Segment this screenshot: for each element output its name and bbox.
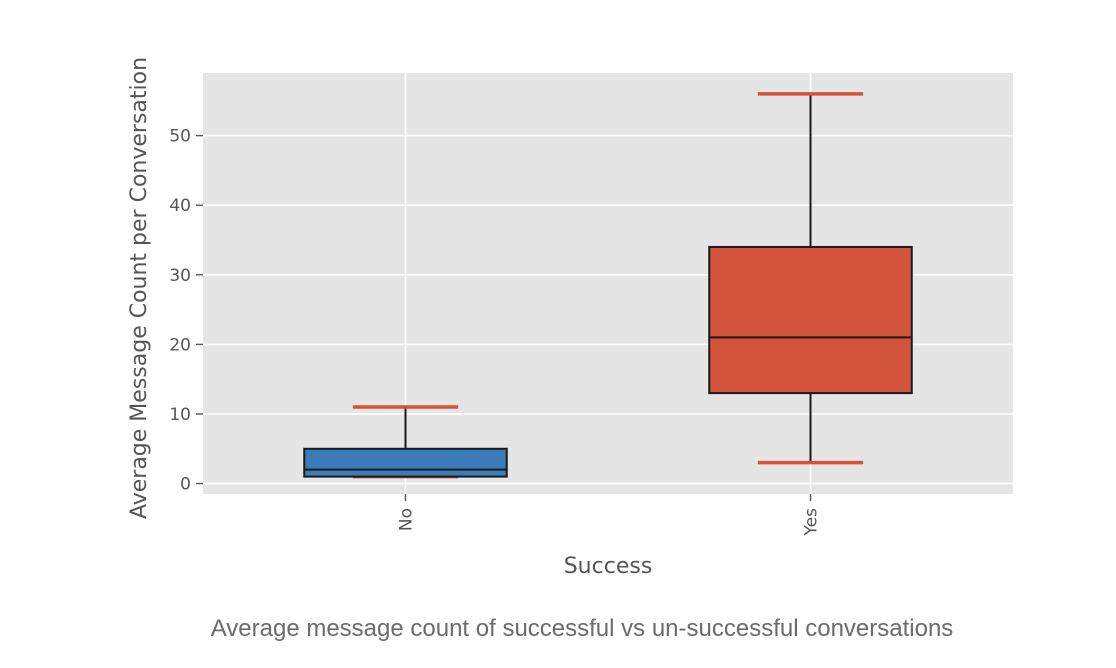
x-tick-label: No <box>397 508 417 531</box>
box-plot-chart: 0 10 20 30 40 50 No Yes Success Average Message… <box>127 57 1013 579</box>
y-axis-label: Average Message Count per Conversation <box>127 57 152 519</box>
x-tick-label: Yes <box>802 508 822 537</box>
y-tick-label: 20 <box>169 335 191 355</box>
box-group-yes <box>708 92 913 465</box>
y-tick-label: 0 <box>180 475 191 495</box>
y-tick-label: 30 <box>169 266 191 286</box>
iqr-box <box>708 245 913 395</box>
axis-ticks: 0 10 20 30 40 50 No Yes <box>169 127 821 537</box>
y-tick-label: 10 <box>169 405 191 425</box>
y-tick-label: 40 <box>169 196 191 216</box>
figure-caption: Average message count of successful vs u… <box>210 615 954 642</box>
box-group-no <box>303 405 508 479</box>
y-tick-label: 50 <box>169 127 191 147</box>
x-axis-label: Success <box>564 554 653 579</box>
box-series <box>303 92 913 479</box>
iqr-box <box>303 447 508 478</box>
